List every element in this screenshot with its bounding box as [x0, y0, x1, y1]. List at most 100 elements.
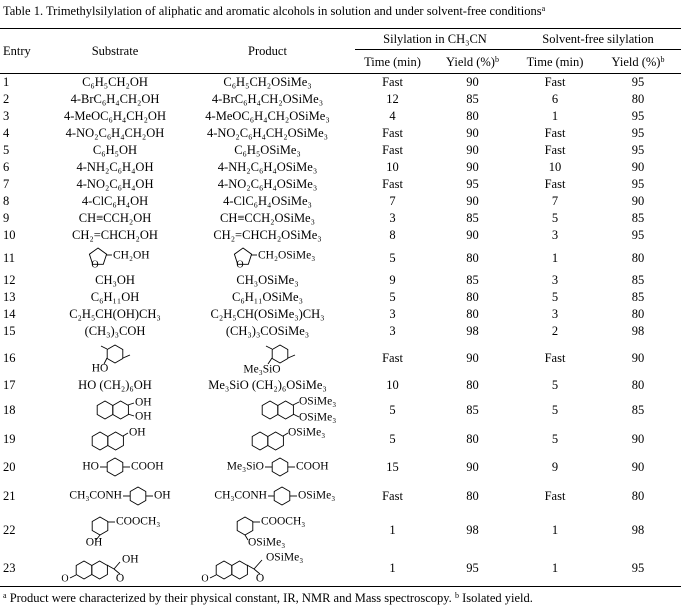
table-cell: 85: [631, 211, 645, 225]
table-cell: 21: [3, 488, 16, 503]
table-cell: 80: [466, 431, 479, 446]
ring: [106, 456, 124, 477]
ring: [91, 559, 108, 580]
table-cell: CH₂=CHCH₂OSiMe₃: [213, 228, 322, 242]
table-cell: C₂H₅CH(OSiMe₃)CH₃: [210, 307, 325, 321]
structure-label: CH₂OH: [113, 249, 150, 261]
table-cell: C₆H₅OSiMe₃: [234, 143, 301, 157]
structure: OSiMe₃: [251, 426, 325, 451]
ring: [112, 399, 129, 420]
table-cell: 15: [3, 324, 16, 338]
bond: [292, 401, 300, 405]
table-cell: 85: [466, 211, 479, 225]
table-cell: 9: [389, 273, 396, 287]
ring: [277, 399, 294, 420]
ring: [251, 430, 269, 451]
structure: O CH₂OSiMe₃: [233, 246, 315, 270]
bond: [106, 564, 115, 569]
table-cell: Fast: [382, 350, 403, 365]
table-cell: 90: [466, 75, 479, 90]
table-cell: 1: [551, 522, 559, 537]
table-cell: 90: [466, 194, 479, 208]
ring: [75, 559, 93, 580]
structure: CH₃CONH OSiMe₃: [214, 485, 335, 506]
table-cell: 10: [386, 377, 399, 392]
table-cell: CH₂=CHCH₂OH: [72, 228, 158, 242]
structure-cell: COOCH₃ OH: [50, 510, 180, 550]
table-cell: 7: [389, 194, 396, 208]
table-cell: 85: [466, 273, 479, 287]
table-cell: 90: [466, 228, 479, 242]
table-row: 16 HO Me₃SiO Fast 90 Fast 90: [0, 340, 681, 376]
table-cell: 5: [389, 250, 396, 265]
ring: [96, 399, 114, 420]
table-cell: 1: [551, 560, 559, 575]
structure: O OH O: [61, 553, 139, 584]
caption-sup: a: [541, 4, 546, 13]
table-cell: Fast: [544, 177, 566, 191]
table-cell: 80: [466, 250, 479, 265]
table-cell: 95: [631, 228, 645, 242]
table-row: 21 CH₃CONH OH CH₃CONH OSiMe₃ Fast 80 Fast 80: [0, 482, 681, 510]
table-cell: 90: [466, 459, 479, 474]
bond: [113, 568, 121, 574]
header-cell: Entry: [0, 28, 50, 74]
table-cell: 3: [389, 307, 396, 321]
table-cell: 95: [631, 177, 645, 191]
structure-label: O: [61, 573, 68, 584]
table-cell: 19: [3, 431, 16, 446]
table-cell: 5: [551, 290, 559, 304]
structure-cell: O OH O: [50, 550, 180, 587]
table-cell: 4-MeOC₆H₄CH₂OSiMe₃: [205, 109, 330, 123]
structure-label: OH: [122, 553, 139, 565]
table-cell: 4-BrC₆H₄CH₂OH: [70, 92, 160, 106]
table-cell: 95: [631, 560, 645, 575]
table-cell: 5: [3, 143, 10, 157]
footnote-text: Product were characterized by their phys…: [6, 591, 455, 605]
table-cell: Fast: [382, 143, 403, 157]
table-cell: 4-ClC₆H₄OSiMe₃: [223, 194, 312, 208]
header-text: Yield (%): [446, 54, 495, 69]
table-row: 11 O CH₂OH O CH₂OSiMe₃ 5 80 1 80: [0, 244, 681, 272]
table-cell: 90: [631, 194, 645, 208]
table-cell: 4: [389, 109, 396, 123]
table-cell: C₆H₅OH: [92, 143, 138, 157]
table-cell: (CH₃)₃COSiMe₃: [225, 324, 310, 338]
table-row: 4 4-NO₂C₆H₄CH₂OH 4-NO₂C₆H₄CH₂OSiMe₃ Fast 90 F…: [0, 125, 681, 142]
table-cell: 80: [466, 109, 479, 123]
group-header: Solvent-free silylation: [515, 28, 681, 50]
structure-label: O: [116, 572, 124, 584]
table-cell: Fast: [544, 350, 566, 365]
table-row: 1 C₆H₅CH₂OH C₆H₅CH₂OSiMe₃ Fast 90 Fast 95: [0, 74, 681, 91]
table-cell: Fast: [544, 488, 566, 503]
bond: [209, 574, 217, 578]
ring: [273, 485, 291, 506]
header-sup: b: [494, 54, 499, 64]
table-row: 7 4-NO₂C₆H₄OH 4-NO₂C₆H₄OSiMe₃ Fast 95 Fast 95: [0, 176, 681, 193]
structure: Me₃SiO COOH: [227, 456, 329, 477]
bond: [100, 345, 108, 349]
table-cell: 10: [3, 228, 16, 242]
table-cell: 11: [3, 250, 16, 265]
structure-label: O: [256, 572, 264, 584]
table-cell: 3: [551, 307, 559, 321]
table-cell: 5: [551, 211, 559, 225]
table-cell: C₂H₅CH(OH)CH₃: [69, 307, 161, 321]
table-cell: 80: [466, 290, 479, 304]
table-cell: 90: [466, 126, 479, 140]
ring: [231, 559, 248, 580]
footnote-sup: b: [454, 591, 459, 600]
structure-label: Me₃SiO: [227, 460, 264, 472]
table-cell: 90: [631, 459, 645, 474]
table-row: 10 CH₂=CHCH₂OH CH₂=CHCH₂OSiMe₃ 8 90 3 95: [0, 227, 681, 244]
table-row: 13 C₆H₁₁OH C₆H₁₁OSiMe₃ 5 80 5 85: [0, 289, 681, 306]
table-cell: 18: [3, 402, 16, 417]
table-cell: 14: [3, 307, 16, 321]
structure-label: OSiMe₃: [288, 426, 325, 438]
structure-label: Me₃SiO: [243, 363, 280, 375]
structure-label: COOCH₃: [116, 515, 160, 527]
table-cell: 4-NO₂C₆H₄OSiMe₃: [217, 177, 318, 191]
structure-label: COOCH₃: [261, 515, 305, 527]
table-cell: 4-NH₂C₆H₄OH: [76, 160, 154, 174]
